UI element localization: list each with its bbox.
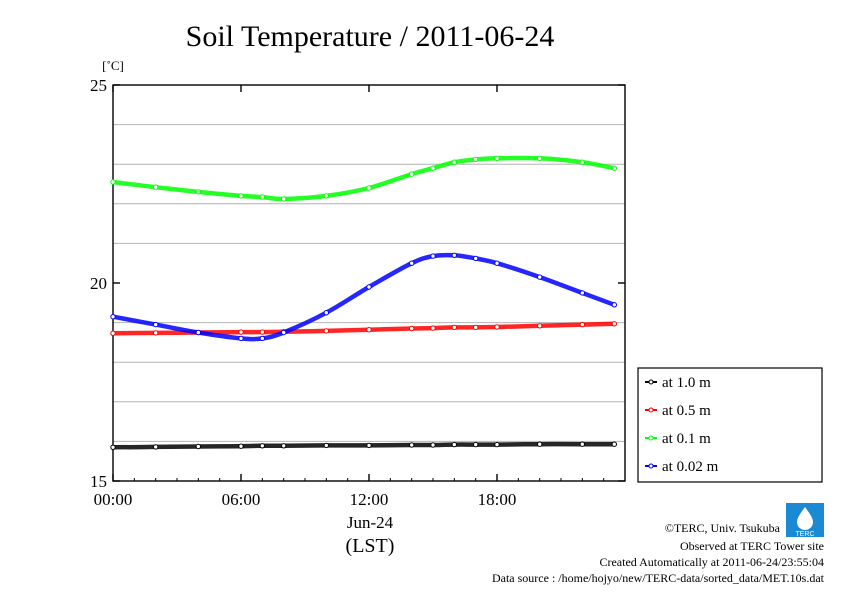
footer-created: Created Automatically at 2011-06-24/23:5… bbox=[599, 555, 824, 569]
data-point bbox=[238, 443, 244, 449]
legend: at 1.0 m at 0.5 m at 0.1 m at 0.02 m bbox=[637, 367, 823, 483]
data-point bbox=[110, 330, 116, 336]
data-point bbox=[281, 329, 287, 336]
series-line-at-0-02-m bbox=[110, 252, 617, 342]
data-point bbox=[281, 443, 287, 449]
data-point bbox=[473, 255, 479, 262]
logo-text: TERC bbox=[795, 531, 814, 538]
series-line-at-0-5-m bbox=[110, 321, 617, 336]
data-point bbox=[110, 444, 116, 450]
data-point bbox=[281, 196, 287, 202]
data-point bbox=[195, 329, 202, 336]
data-point bbox=[323, 328, 329, 334]
footer-source: Data source : /home/hojyo/new/TERC-data/… bbox=[492, 571, 825, 585]
data-point bbox=[409, 325, 415, 332]
data-point bbox=[366, 442, 372, 449]
data-point bbox=[195, 443, 202, 450]
terc-logo: TERC bbox=[786, 503, 824, 538]
legend-marker bbox=[648, 435, 654, 441]
footer-copyright: ©TERC, Univ. Tsukuba bbox=[665, 521, 781, 535]
data-point bbox=[366, 284, 372, 290]
y-tick-label: 15 bbox=[90, 472, 107, 491]
legend-marker bbox=[648, 379, 654, 385]
data-point bbox=[611, 302, 617, 308]
data-point bbox=[579, 159, 585, 165]
data-point bbox=[537, 323, 543, 329]
data-point bbox=[579, 290, 585, 296]
x-date-label: Jun-24 bbox=[347, 513, 394, 532]
data-point bbox=[366, 185, 372, 191]
data-point bbox=[430, 165, 436, 171]
data-point bbox=[451, 324, 457, 331]
data-point bbox=[537, 155, 543, 162]
grid-lines bbox=[113, 124, 625, 442]
y-tick-label: 25 bbox=[90, 76, 107, 95]
data-point bbox=[238, 193, 244, 199]
legend-label: at 0.02 m bbox=[662, 459, 719, 475]
data-point bbox=[451, 441, 457, 448]
series-lines bbox=[110, 155, 617, 450]
data-point bbox=[153, 444, 159, 450]
y-tick-label: 20 bbox=[90, 274, 107, 293]
data-point bbox=[259, 335, 265, 342]
data-point bbox=[494, 260, 500, 266]
data-point bbox=[409, 442, 415, 448]
data-point bbox=[366, 327, 372, 333]
data-point bbox=[430, 442, 436, 448]
legend-marker bbox=[648, 407, 654, 413]
data-point bbox=[110, 314, 116, 320]
legend-label: at 0.1 m bbox=[662, 431, 711, 447]
data-point bbox=[494, 441, 500, 448]
data-point bbox=[473, 324, 479, 331]
data-point bbox=[323, 310, 329, 316]
data-point bbox=[451, 159, 457, 165]
data-point bbox=[430, 325, 436, 331]
data-point bbox=[259, 443, 265, 449]
data-point bbox=[238, 335, 244, 342]
axis-ticks: 15 20 25 00:00 06:00 12:00 18:00 bbox=[90, 76, 625, 509]
y-axis-unit: [˚C] bbox=[102, 58, 124, 73]
x-tick-label: 06:00 bbox=[222, 490, 261, 509]
data-point bbox=[451, 252, 457, 259]
legend-label: at 1.0 m bbox=[662, 375, 711, 391]
data-point bbox=[238, 329, 244, 335]
footer-observed: Observed at TERC Tower site bbox=[680, 539, 824, 553]
x-tick-label: 18:00 bbox=[478, 490, 517, 509]
data-point bbox=[195, 189, 202, 195]
data-point bbox=[430, 253, 436, 259]
data-point bbox=[537, 274, 543, 280]
series-line-at-0-1-m bbox=[110, 155, 617, 202]
legend-marker bbox=[648, 463, 654, 469]
data-point bbox=[611, 321, 617, 327]
data-point bbox=[537, 441, 543, 447]
data-point bbox=[611, 165, 617, 171]
data-point bbox=[611, 441, 617, 447]
series-line-at-1-0-m bbox=[110, 441, 617, 450]
chart-title: Soil Temperature / 2011-06-24 bbox=[186, 20, 555, 53]
data-point bbox=[473, 156, 479, 163]
x-axis-label: (LST) bbox=[346, 535, 395, 557]
data-point bbox=[409, 171, 415, 177]
data-point bbox=[579, 441, 585, 447]
data-point bbox=[579, 321, 585, 328]
data-point bbox=[110, 179, 116, 185]
legend-label: at 0.5 m bbox=[662, 403, 711, 419]
x-tick-label: 12:00 bbox=[350, 490, 389, 509]
data-point bbox=[494, 155, 500, 162]
data-point bbox=[259, 194, 265, 200]
legend-box bbox=[637, 367, 823, 483]
data-point bbox=[323, 193, 329, 199]
data-point bbox=[153, 330, 159, 336]
plot-frame bbox=[112, 84, 626, 482]
data-point bbox=[153, 321, 159, 328]
data-point bbox=[259, 329, 265, 335]
data-point bbox=[409, 260, 415, 266]
data-point bbox=[494, 324, 500, 330]
logo-drop-icon bbox=[797, 507, 813, 530]
data-point bbox=[323, 442, 329, 449]
data-point bbox=[153, 184, 159, 190]
x-tick-label: 00:00 bbox=[94, 490, 133, 509]
data-point bbox=[473, 441, 479, 448]
